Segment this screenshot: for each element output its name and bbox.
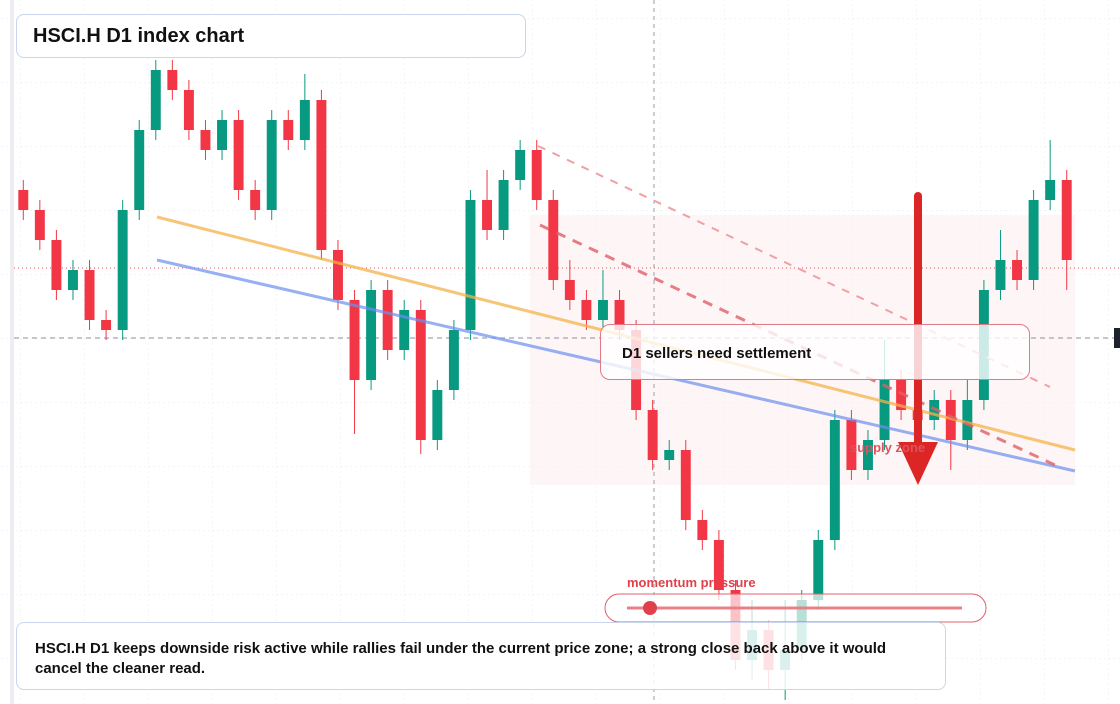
candle-body [581, 300, 592, 320]
candle-body [1028, 200, 1039, 280]
candle-body [531, 150, 542, 200]
candle-body [465, 200, 476, 330]
candle-body [349, 300, 360, 380]
candle-body [200, 130, 211, 150]
candle-body [879, 380, 890, 440]
callout: D1 sellers need settlement [600, 324, 1030, 380]
candle-body [382, 290, 393, 350]
indicator-label: momentum pressure [627, 575, 756, 590]
candle-body [167, 70, 178, 90]
candle-body [233, 120, 244, 190]
candle-body [250, 190, 261, 210]
candle-body [896, 380, 907, 410]
candle-body [432, 390, 443, 440]
candle-body [829, 420, 840, 540]
price-tag [1114, 328, 1120, 348]
candle-body [399, 310, 410, 350]
candle-body [18, 190, 29, 210]
candle-body [482, 200, 492, 230]
candle-body [863, 440, 873, 470]
candle-body [134, 130, 145, 210]
candle-body [548, 200, 559, 280]
candle-body [813, 540, 824, 600]
candle-body [299, 100, 310, 140]
candle-body [713, 540, 724, 590]
candle-body [34, 210, 45, 240]
candle-body [697, 520, 708, 540]
candle-body [183, 90, 194, 130]
candle-body [515, 150, 526, 180]
candle-body [415, 310, 426, 440]
candle-body [51, 240, 62, 290]
candle-body [995, 260, 1006, 290]
title: HSCI.H D1 index chart [16, 14, 526, 58]
candle-body [366, 290, 377, 380]
candle-body [333, 250, 343, 300]
candle-body [217, 120, 227, 150]
candle-body [1045, 180, 1056, 200]
indicator-knob [643, 601, 657, 615]
candle-body [283, 120, 294, 140]
arrow-head [898, 442, 938, 485]
candle-body [962, 400, 973, 440]
candle-body [101, 320, 112, 330]
candle-body [598, 300, 608, 320]
candle-body [68, 270, 78, 290]
candle-body [647, 410, 658, 460]
candle-body [498, 180, 509, 230]
candle-body [680, 450, 691, 520]
candle-body [266, 120, 277, 210]
candle-body [614, 300, 625, 330]
candle-body [846, 420, 857, 470]
candle-body [1061, 180, 1072, 260]
candle-body [84, 270, 95, 320]
candle-body [1012, 260, 1022, 280]
candle-body [117, 210, 128, 330]
candle-body [564, 280, 575, 300]
left-edge [10, 0, 14, 704]
zone-label: supply zone [850, 440, 926, 455]
candle-body [316, 100, 327, 250]
candle-body [150, 70, 161, 130]
candle-body [448, 330, 459, 390]
candle-body [664, 450, 675, 460]
caption: HSCI.H D1 keeps downside risk active whi… [16, 622, 946, 690]
trendline [539, 223, 1056, 467]
